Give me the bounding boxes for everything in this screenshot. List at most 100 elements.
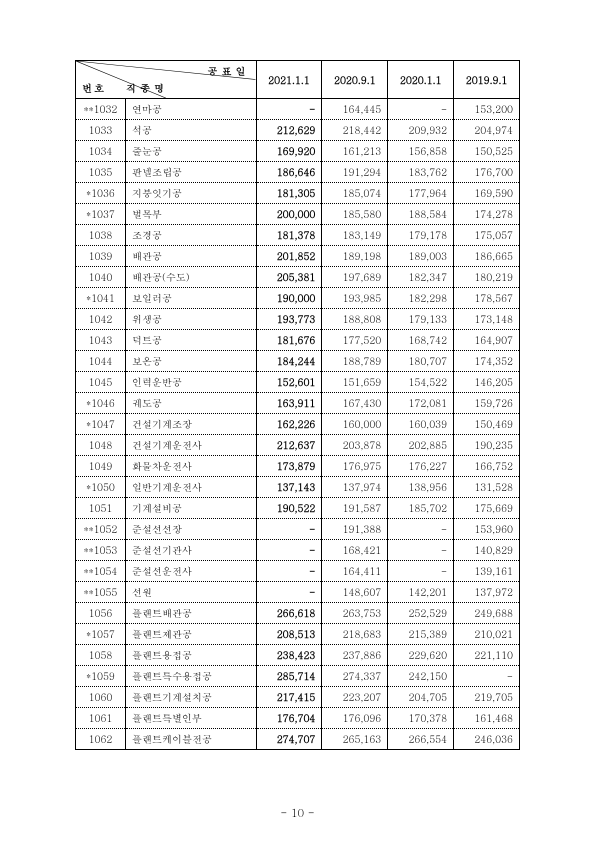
cell-value: - <box>388 540 454 561</box>
cell-value: 175,669 <box>454 498 520 519</box>
cell-value: 190,522 <box>256 498 322 519</box>
cell-no: *1047 <box>76 414 126 435</box>
cell-value: 173,148 <box>454 309 520 330</box>
cell-value: 160,000 <box>322 414 388 435</box>
header-top-label: 공표일 <box>208 64 250 78</box>
table-row: 1042위생공193,773188,808179,133173,148 <box>76 309 520 330</box>
cell-job-name: 플랜트기계설치공 <box>125 687 256 708</box>
cell-value: 189,003 <box>388 246 454 267</box>
cell-value: 223,207 <box>322 687 388 708</box>
cell-value: 191,388 <box>322 519 388 540</box>
cell-value: 183,762 <box>388 162 454 183</box>
cell-job-name: 궤도공 <box>125 393 256 414</box>
table-row: *1057플랜트제관공208,513218,683215,389210,021 <box>76 624 520 645</box>
cell-value: 204,974 <box>454 120 520 141</box>
cell-value: 185,702 <box>388 498 454 519</box>
cell-no: 1060 <box>76 687 126 708</box>
cell-no: *1059 <box>76 666 126 687</box>
cell-value: 266,554 <box>388 729 454 750</box>
cell-job-name: 벌목부 <box>125 204 256 225</box>
cell-value: 152,601 <box>256 372 322 393</box>
cell-value: 208,513 <box>256 624 322 645</box>
col-header-date-0: 2021.1.1 <box>256 61 322 99</box>
cell-job-name: 연마공 <box>125 99 256 120</box>
table-row: 1035판넬조립공186,646191,294183,762176,700 <box>76 162 520 183</box>
cell-no: 1042 <box>76 309 126 330</box>
cell-no: 1035 <box>76 162 126 183</box>
table-row: **1053준설선기관사-168,421-140,829 <box>76 540 520 561</box>
cell-no: 1056 <box>76 603 126 624</box>
table-row: 1058플랜트용접공238,423237,886229,620221,110 <box>76 645 520 666</box>
cell-value: 217,415 <box>256 687 322 708</box>
cell-no: **1055 <box>76 582 126 603</box>
cell-value: 249,688 <box>454 603 520 624</box>
cell-value: 176,700 <box>454 162 520 183</box>
cell-value: 164,907 <box>454 330 520 351</box>
cell-no: 1044 <box>76 351 126 372</box>
cell-value: 246,036 <box>454 729 520 750</box>
table-row: *1050일반기계운전사137,143137,974138,956131,528 <box>76 477 520 498</box>
cell-value: 150,525 <box>454 141 520 162</box>
cell-value: 201,852 <box>256 246 322 267</box>
table-row: **1054준설선운전사-164,411-139,161 <box>76 561 520 582</box>
table-row: 1045인력운반공152,601151,659154,522146,205 <box>76 372 520 393</box>
cell-value: 176,975 <box>322 456 388 477</box>
cell-job-name: 덕트공 <box>125 330 256 351</box>
cell-no: 1058 <box>76 645 126 666</box>
cell-job-name: 보온공 <box>125 351 256 372</box>
table-row: 1034줄눈공169,920161,213156,858150,525 <box>76 141 520 162</box>
cell-value: - <box>388 519 454 540</box>
cell-value: 146,205 <box>454 372 520 393</box>
cell-value: 203,878 <box>322 435 388 456</box>
cell-value: 153,200 <box>454 99 520 120</box>
cell-value: 176,227 <box>388 456 454 477</box>
cell-value: 197,689 <box>322 267 388 288</box>
cell-value: 176,704 <box>256 708 322 729</box>
table-row: 1061플랜트특별인부176,704176,096170,378161,468 <box>76 708 520 729</box>
cell-job-name: 석공 <box>125 120 256 141</box>
cell-value: - <box>256 99 322 120</box>
cell-value: 164,445 <box>322 99 388 120</box>
cell-value: 174,278 <box>454 204 520 225</box>
cell-value: 252,529 <box>388 603 454 624</box>
cell-value: 169,920 <box>256 141 322 162</box>
cell-value: 162,226 <box>256 414 322 435</box>
cell-value: 266,618 <box>256 603 322 624</box>
cell-value: 148,607 <box>322 582 388 603</box>
cell-value: 142,201 <box>388 582 454 603</box>
cell-value: 131,528 <box>454 477 520 498</box>
cell-no: *1036 <box>76 183 126 204</box>
cell-job-name: 준설선운전사 <box>125 561 256 582</box>
page-container: 공표일 번호 직종명 2021.1.1 2020.9.1 2020.1.1 20… <box>0 0 595 790</box>
cell-value: - <box>256 540 322 561</box>
cell-value: 177,964 <box>388 183 454 204</box>
cell-value: 180,707 <box>388 351 454 372</box>
cell-value: 173,879 <box>256 456 322 477</box>
cell-value: 159,726 <box>454 393 520 414</box>
cell-value: 242,150 <box>388 666 454 687</box>
cell-value: 163,911 <box>256 393 322 414</box>
table-row: **1032연마공-164,445-153,200 <box>76 99 520 120</box>
cell-job-name: 건설기계조장 <box>125 414 256 435</box>
table-row: *1047건설기계조장162,226160,000160,039150,469 <box>76 414 520 435</box>
cell-no: **1052 <box>76 519 126 540</box>
cell-value: 215,389 <box>388 624 454 645</box>
cell-job-name: 화물차운전사 <box>125 456 256 477</box>
cell-job-name: 인력운반공 <box>125 372 256 393</box>
header-left-label: 번호 <box>82 81 106 95</box>
cell-job-name: 지붕잇기공 <box>125 183 256 204</box>
cell-job-name: 기계설비공 <box>125 498 256 519</box>
cell-value: 274,707 <box>256 729 322 750</box>
cell-value: 182,298 <box>388 288 454 309</box>
cell-value: 193,985 <box>322 288 388 309</box>
cell-value: 205,381 <box>256 267 322 288</box>
cell-value: 150,469 <box>454 414 520 435</box>
cell-no: **1032 <box>76 99 126 120</box>
cell-no: 1045 <box>76 372 126 393</box>
cell-value: 180,219 <box>454 267 520 288</box>
cell-value: 191,587 <box>322 498 388 519</box>
cell-value: 156,858 <box>388 141 454 162</box>
cell-value: 179,178 <box>388 225 454 246</box>
cell-value: 177,520 <box>322 330 388 351</box>
cell-no: 1040 <box>76 267 126 288</box>
